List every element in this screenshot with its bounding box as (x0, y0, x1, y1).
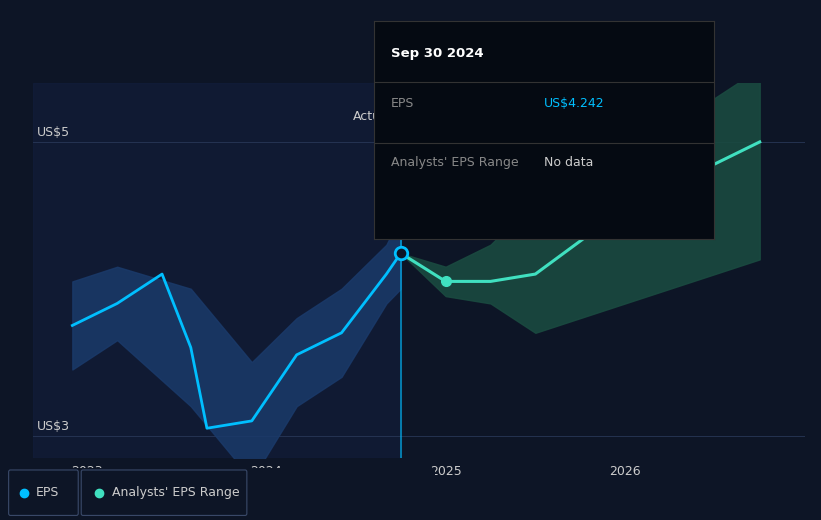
Text: US$3: US$3 (36, 420, 70, 433)
Text: Sep 30 2024: Sep 30 2024 (391, 47, 484, 60)
Text: Analysts' EPS Range: Analysts' EPS Range (112, 486, 239, 499)
FancyBboxPatch shape (81, 470, 247, 515)
Text: EPS: EPS (36, 486, 59, 499)
Text: No data: No data (544, 156, 594, 169)
FancyBboxPatch shape (9, 470, 78, 515)
Text: US$5: US$5 (36, 126, 70, 139)
Text: Analysts Forecasts: Analysts Forecasts (410, 110, 526, 123)
Text: Analysts' EPS Range: Analysts' EPS Range (391, 156, 518, 169)
Bar (33, 83, 401, 458)
Text: US$4.242: US$4.242 (544, 97, 604, 110)
Text: Actual: Actual (352, 110, 392, 123)
Text: EPS: EPS (391, 97, 414, 110)
